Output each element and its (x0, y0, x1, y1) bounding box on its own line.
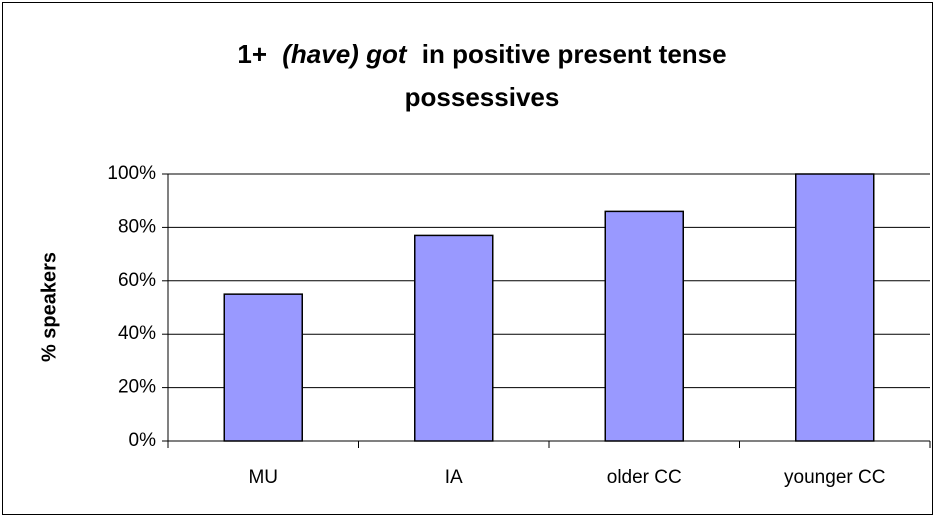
x-tick-label: IA (445, 467, 463, 488)
bar (604, 210, 684, 442)
y-tick-label: 0% (129, 430, 157, 451)
y-tick-label: 80% (118, 216, 156, 237)
x-tick-label: younger CC (784, 467, 885, 488)
y-axis-label: % speakers (38, 252, 60, 362)
bar (223, 293, 303, 442)
x-tick-label: MU (248, 467, 278, 488)
chart-title: possessives (405, 82, 560, 112)
bar (414, 234, 494, 442)
title-part: in positive present tense (422, 39, 727, 69)
y-tick-label: 20% (118, 377, 156, 398)
chart-title: 1+ (have) got in positive present tense (237, 39, 726, 69)
title-part: (have) got (282, 39, 408, 69)
y-tick-label: 40% (118, 323, 156, 344)
bar (795, 173, 875, 442)
y-tick-label: 100% (107, 163, 156, 184)
y-tick-label: 60% (118, 270, 156, 291)
title-part: 1+ (237, 39, 267, 69)
x-tick-label: older CC (607, 467, 682, 488)
